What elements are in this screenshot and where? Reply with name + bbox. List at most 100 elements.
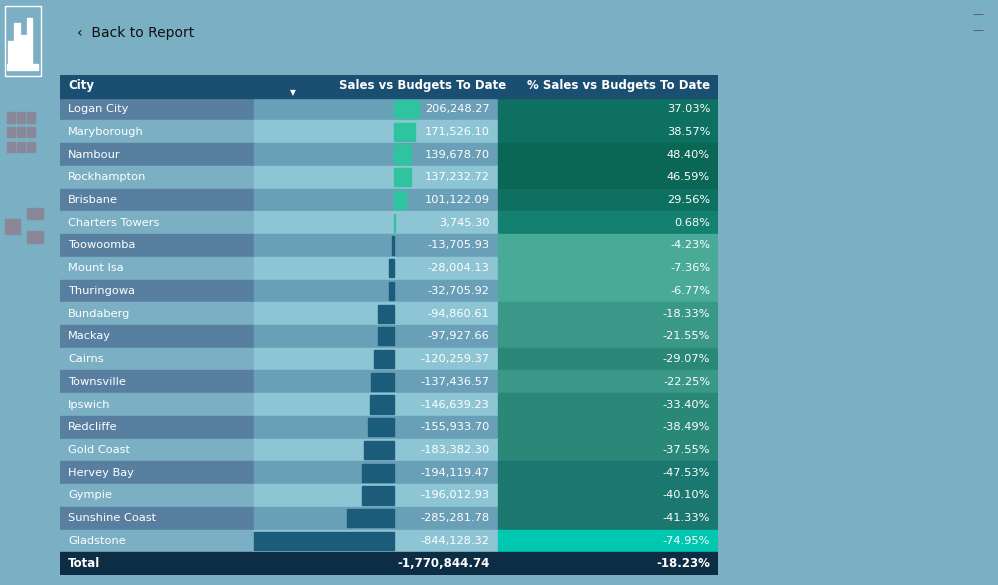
Text: -155,933.70: -155,933.70 bbox=[420, 422, 490, 432]
Text: -18.23%: -18.23% bbox=[657, 557, 711, 570]
Bar bbox=[498, 439, 718, 462]
Bar bbox=[254, 302, 498, 325]
Bar bbox=[346, 509, 394, 527]
Bar bbox=[498, 121, 718, 143]
Text: -196,012.93: -196,012.93 bbox=[420, 490, 490, 500]
Bar bbox=[370, 395, 394, 414]
Bar bbox=[498, 302, 718, 325]
Text: -38.49%: -38.49% bbox=[663, 422, 711, 432]
Bar bbox=[498, 188, 718, 211]
Bar bbox=[389, 259, 394, 277]
Text: 48.40%: 48.40% bbox=[667, 150, 711, 160]
Text: 29.56%: 29.56% bbox=[667, 195, 711, 205]
Bar bbox=[60, 552, 718, 575]
Bar bbox=[498, 393, 718, 416]
Bar bbox=[374, 350, 394, 368]
Text: ▼: ▼ bbox=[290, 88, 296, 97]
Bar bbox=[378, 327, 394, 346]
Text: 137,232.72: 137,232.72 bbox=[425, 172, 490, 183]
Text: Nambour: Nambour bbox=[68, 150, 121, 160]
Bar bbox=[60, 211, 254, 234]
Bar bbox=[60, 188, 254, 211]
Bar bbox=[394, 191, 406, 209]
Text: -1,770,844.74: -1,770,844.74 bbox=[397, 557, 490, 570]
Bar bbox=[254, 484, 498, 507]
Bar bbox=[60, 325, 254, 347]
Bar bbox=[254, 257, 498, 280]
Bar bbox=[254, 188, 498, 211]
Text: -194,119.47: -194,119.47 bbox=[420, 468, 490, 478]
Bar bbox=[27, 112, 35, 123]
Bar bbox=[254, 121, 498, 143]
Bar bbox=[498, 484, 718, 507]
Bar bbox=[254, 416, 498, 439]
Bar bbox=[498, 280, 718, 302]
Bar bbox=[60, 98, 254, 121]
Text: Bundaberg: Bundaberg bbox=[68, 309, 131, 319]
Bar bbox=[498, 416, 718, 439]
Text: Gladstone: Gladstone bbox=[68, 536, 126, 546]
Bar bbox=[362, 464, 394, 482]
Bar bbox=[498, 98, 718, 121]
Text: -7.36%: -7.36% bbox=[670, 263, 711, 273]
Text: Total: Total bbox=[68, 557, 100, 570]
Text: -47.53%: -47.53% bbox=[663, 468, 711, 478]
Bar bbox=[60, 462, 254, 484]
Text: -21.55%: -21.55% bbox=[663, 331, 711, 342]
Bar bbox=[17, 127, 25, 137]
Text: Toowoomba: Toowoomba bbox=[68, 240, 136, 250]
Bar bbox=[7, 64, 38, 70]
Bar bbox=[60, 439, 254, 462]
Bar bbox=[14, 23, 20, 64]
Text: -844,128.32: -844,128.32 bbox=[421, 536, 490, 546]
Text: Gold Coast: Gold Coast bbox=[68, 445, 130, 455]
Text: 46.59%: 46.59% bbox=[667, 172, 711, 183]
Bar bbox=[254, 393, 498, 416]
Bar bbox=[388, 282, 394, 300]
Text: -22.25%: -22.25% bbox=[663, 377, 711, 387]
Bar bbox=[60, 302, 254, 325]
Text: City: City bbox=[68, 80, 94, 92]
Text: -41.33%: -41.33% bbox=[663, 513, 711, 523]
Bar bbox=[60, 234, 254, 257]
Bar bbox=[254, 532, 394, 550]
Bar bbox=[498, 257, 718, 280]
Text: Gympie: Gympie bbox=[68, 490, 112, 500]
Bar bbox=[498, 347, 718, 370]
Text: -37.55%: -37.55% bbox=[663, 445, 711, 455]
Text: Sales vs Budgets To Date: Sales vs Budgets To Date bbox=[339, 80, 507, 92]
Bar bbox=[60, 75, 718, 98]
Bar bbox=[498, 529, 718, 552]
Bar bbox=[254, 166, 498, 188]
Text: -40.10%: -40.10% bbox=[663, 490, 711, 500]
Bar bbox=[27, 208, 43, 219]
Text: Maryborough: Maryborough bbox=[68, 127, 144, 137]
Text: Brisbane: Brisbane bbox=[68, 195, 118, 205]
Text: -137,436.57: -137,436.57 bbox=[420, 377, 490, 387]
Bar bbox=[254, 347, 498, 370]
Bar bbox=[254, 439, 498, 462]
Bar bbox=[394, 168, 411, 187]
Text: 206,248.27: 206,248.27 bbox=[425, 104, 490, 114]
Bar bbox=[394, 123, 415, 141]
Bar bbox=[254, 529, 498, 552]
Bar bbox=[254, 143, 498, 166]
Text: —
—: — — bbox=[973, 9, 984, 36]
Bar bbox=[60, 393, 254, 416]
Text: Cairns: Cairns bbox=[68, 354, 104, 364]
Text: 171,526.10: 171,526.10 bbox=[425, 127, 490, 137]
Text: Ipswich: Ipswich bbox=[68, 400, 111, 409]
Text: Mackay: Mackay bbox=[68, 331, 111, 342]
Bar bbox=[27, 231, 43, 243]
Text: Thuringowa: Thuringowa bbox=[68, 286, 135, 296]
Bar bbox=[371, 373, 394, 391]
Bar bbox=[17, 112, 25, 123]
Bar bbox=[60, 257, 254, 280]
Text: 3,745.30: 3,745.30 bbox=[439, 218, 490, 228]
Bar bbox=[378, 305, 394, 323]
Text: Mount Isa: Mount Isa bbox=[68, 263, 124, 273]
Bar bbox=[60, 121, 254, 143]
Bar bbox=[368, 418, 394, 436]
Bar bbox=[498, 143, 718, 166]
Bar bbox=[392, 236, 394, 254]
